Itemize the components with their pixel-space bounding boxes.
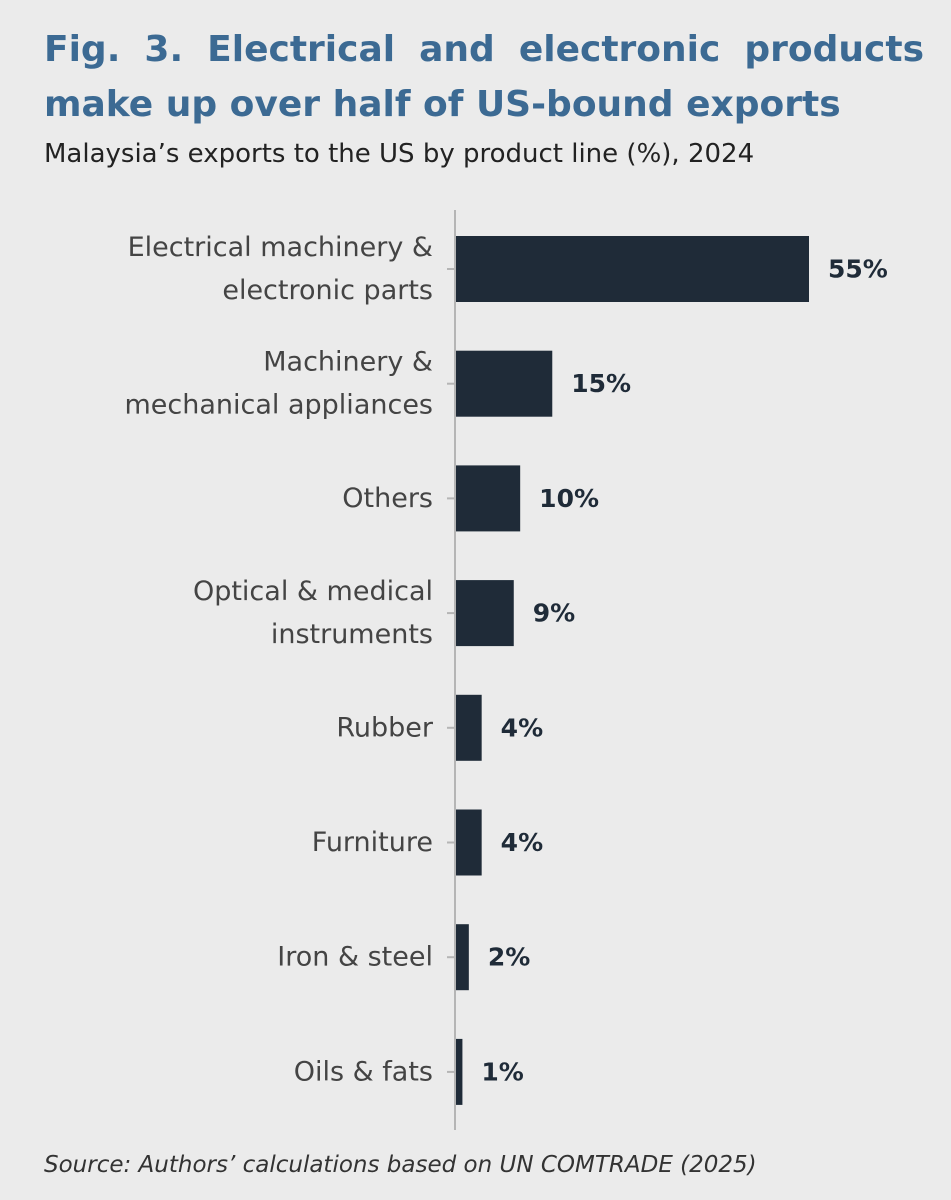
bar — [456, 236, 809, 302]
category-label: Rubber — [336, 712, 434, 743]
bar — [456, 1038, 463, 1105]
data-label: 4% — [501, 713, 543, 742]
category-label: Machinery & mechanical appliances — [124, 347, 433, 421]
data-label: 55% — [828, 255, 888, 284]
bar — [456, 924, 469, 991]
bar — [456, 809, 482, 876]
data-label: 2% — [488, 943, 530, 972]
data-label: 1% — [481, 1057, 523, 1086]
data-label: 4% — [501, 828, 543, 857]
category-label: Electrical machinery & electronic parts — [128, 232, 433, 306]
category-label: Others — [342, 483, 433, 514]
source-note: Source: Authors’ calculations based on U… — [44, 1152, 757, 1178]
data-label: 10% — [539, 484, 599, 513]
data-label: 15% — [571, 369, 631, 398]
data-label: 9% — [533, 599, 575, 628]
bar — [456, 694, 482, 761]
category-label: Optical & medical instruments — [193, 576, 433, 650]
category-label: Oils & fats — [294, 1056, 433, 1087]
bar — [456, 465, 521, 532]
category-label: Furniture — [312, 827, 433, 858]
category-label: Iron & steel — [277, 942, 433, 973]
bar — [456, 350, 553, 417]
chart-title: Fig. 3. Electrical and electronic produc… — [44, 29, 924, 125]
bar — [456, 580, 514, 647]
chart-subtitle: Malaysia’s exports to the US by product … — [44, 139, 755, 169]
